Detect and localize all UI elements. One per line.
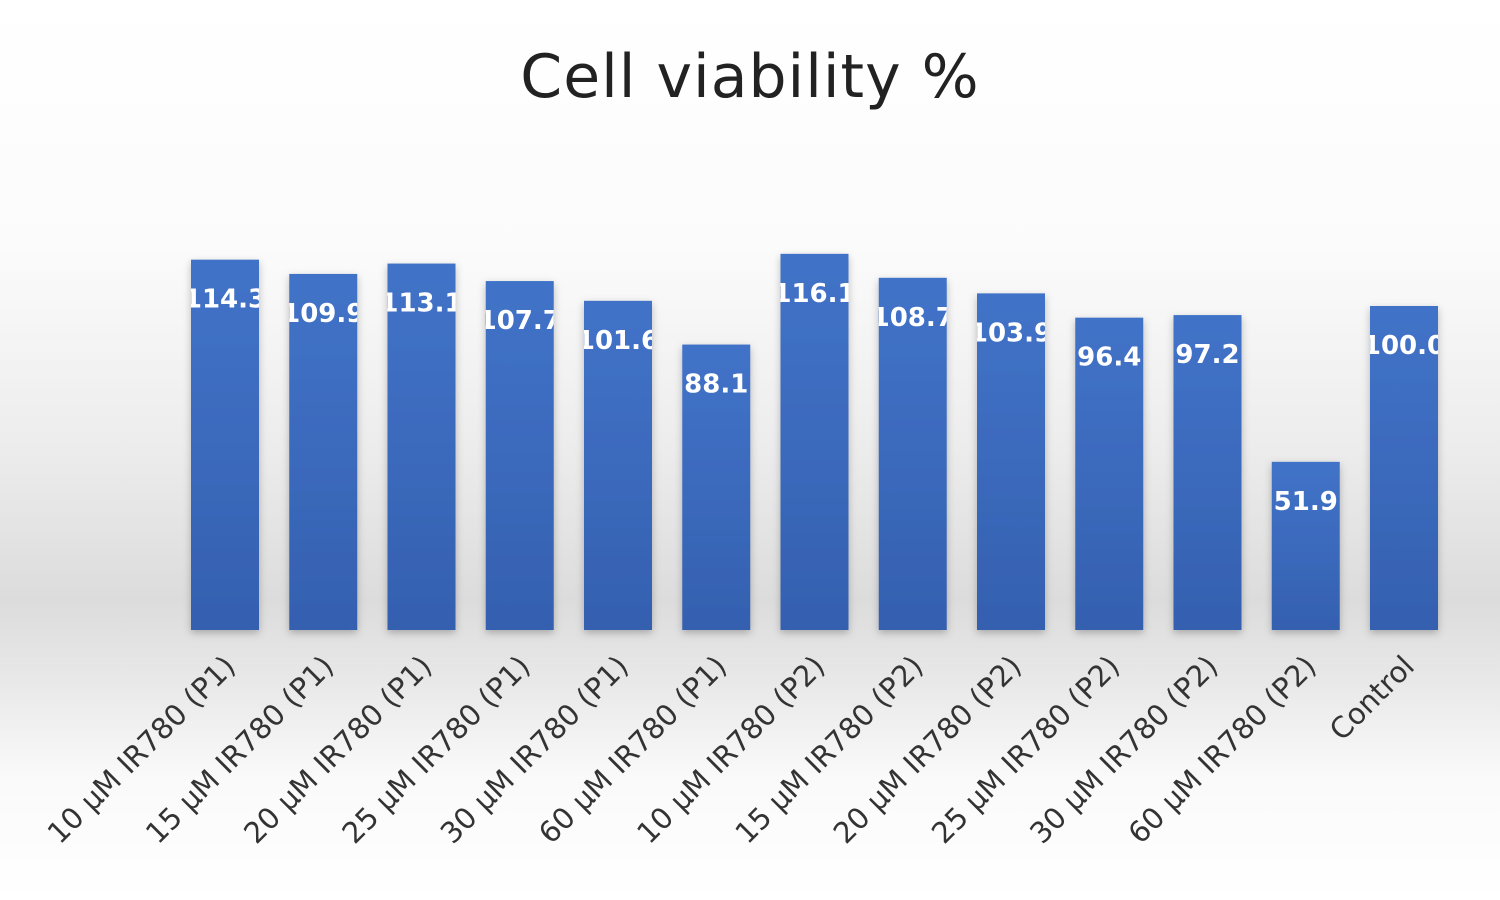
x-tick-label: 15 µM IR780 (P2) bbox=[728, 649, 929, 850]
data-label: 100.0 bbox=[1363, 331, 1445, 361]
x-tick-label: 20 µM IR780 (P1) bbox=[237, 649, 438, 850]
x-tick-label: 25 µM IR780 (P1) bbox=[335, 649, 536, 850]
x-tick-label: 60 µM IR780 (P2) bbox=[1121, 649, 1322, 850]
data-label: 97.2 bbox=[1175, 340, 1239, 370]
data-label: 103.9 bbox=[970, 318, 1052, 348]
bar bbox=[485, 281, 554, 630]
bar bbox=[977, 293, 1045, 630]
bar bbox=[682, 344, 751, 630]
data-label: 107.7 bbox=[479, 306, 561, 336]
x-tick-label: 30 µM IR780 (P1) bbox=[434, 649, 635, 850]
data-label: 101.6 bbox=[577, 326, 659, 356]
bar bbox=[1271, 461, 1340, 630]
bar bbox=[387, 263, 456, 630]
x-tick-label: 10 µM IR780 (P1) bbox=[41, 649, 242, 850]
data-label: 88.1 bbox=[684, 370, 748, 400]
data-label: 96.4 bbox=[1077, 343, 1141, 373]
data-label: 116.1 bbox=[773, 279, 855, 309]
x-tick-label: 60 µM IR780 (P1) bbox=[532, 649, 733, 850]
x-tick-label: 20 µM IR780 (P2) bbox=[827, 649, 1028, 850]
bar bbox=[780, 253, 849, 630]
x-tick-label: 15 µM IR780 (P1) bbox=[139, 649, 340, 850]
bar bbox=[1173, 315, 1242, 630]
data-label: 51.9 bbox=[1274, 487, 1338, 517]
bar bbox=[878, 277, 947, 630]
x-tick-label: 30 µM IR780 (P2) bbox=[1023, 649, 1224, 850]
x-tick-label: Control bbox=[1323, 649, 1421, 747]
x-tick-label: 25 µM IR780 (P2) bbox=[925, 649, 1126, 850]
x-tick-label: 10 µM IR780 (P2) bbox=[630, 649, 831, 850]
data-label: 114.3 bbox=[184, 285, 266, 315]
data-label: 109.9 bbox=[282, 299, 364, 329]
bar bbox=[191, 259, 259, 630]
data-label: 108.7 bbox=[872, 303, 954, 333]
bar bbox=[289, 273, 358, 630]
data-label: 113.1 bbox=[380, 289, 462, 319]
bar bbox=[1075, 317, 1144, 630]
bar bbox=[584, 300, 652, 630]
bar bbox=[1370, 306, 1438, 630]
chart-title: Cell viability % bbox=[520, 42, 980, 112]
